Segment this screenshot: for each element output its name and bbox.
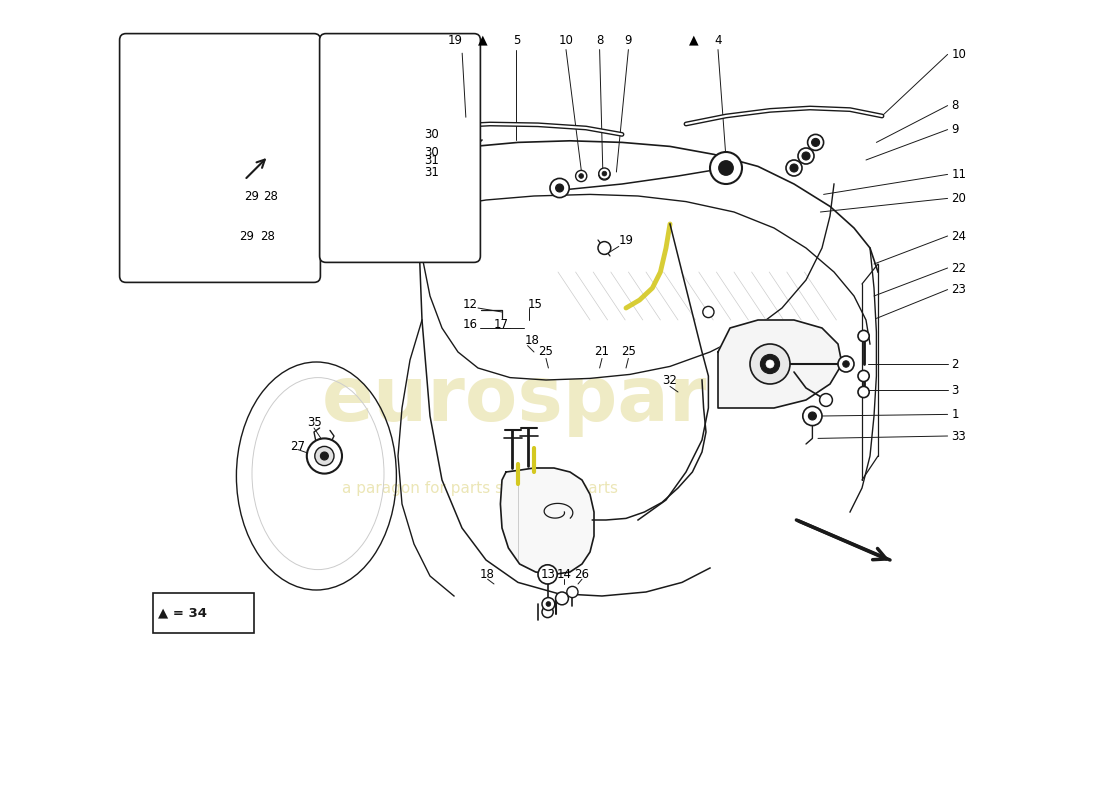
Text: 13: 13 [541,568,556,581]
Text: 26: 26 [574,568,590,581]
Text: 8: 8 [952,99,959,112]
Circle shape [710,152,742,184]
Text: 33: 33 [952,430,967,442]
Text: 32: 32 [662,374,678,386]
Circle shape [790,164,798,172]
Circle shape [556,592,569,605]
Circle shape [786,160,802,176]
Text: 18: 18 [525,334,539,346]
Circle shape [315,446,334,466]
Text: 10: 10 [952,48,967,61]
Circle shape [807,134,824,150]
Circle shape [566,586,578,598]
Circle shape [858,370,869,382]
Text: 2: 2 [952,358,959,370]
Circle shape [808,412,816,420]
Text: 15: 15 [528,298,542,310]
Circle shape [550,178,569,198]
Text: 29: 29 [240,230,254,242]
Text: 8: 8 [596,34,603,46]
Circle shape [798,148,814,164]
Text: 12: 12 [463,298,478,310]
Text: 21: 21 [594,346,609,358]
Circle shape [598,242,611,254]
Text: ▲ = 34: ▲ = 34 [158,606,207,619]
Text: 28: 28 [261,230,275,242]
Circle shape [802,152,810,160]
Circle shape [307,438,342,474]
Text: eurospar: eurospar [322,363,707,437]
Text: 27: 27 [290,440,305,453]
FancyBboxPatch shape [120,34,320,282]
Circle shape [598,168,611,179]
Text: 25: 25 [539,346,553,358]
Text: 5: 5 [513,34,520,46]
Text: 23: 23 [952,283,967,296]
Circle shape [820,394,833,406]
Text: 18: 18 [481,568,495,581]
Circle shape [320,452,329,460]
Text: 17: 17 [494,318,509,330]
Text: 3: 3 [952,384,959,397]
Circle shape [718,161,734,175]
Text: ▲: ▲ [478,34,487,46]
Text: 10: 10 [559,34,573,46]
Circle shape [199,187,209,197]
Text: 9: 9 [625,34,632,46]
Text: 16: 16 [463,318,478,330]
Text: ▲: ▲ [690,34,698,46]
Text: 31: 31 [425,154,439,166]
Circle shape [190,214,198,222]
Circle shape [843,361,849,367]
Text: 22: 22 [952,262,967,274]
Text: 30: 30 [425,146,439,158]
Polygon shape [718,320,842,408]
Text: 20: 20 [952,192,967,205]
Circle shape [556,184,563,192]
Circle shape [703,306,714,318]
Text: 24: 24 [952,230,967,242]
Circle shape [858,330,869,342]
Circle shape [750,344,790,384]
Circle shape [542,598,554,610]
Text: 25: 25 [621,346,636,358]
Circle shape [542,606,553,618]
Text: 9: 9 [952,123,959,136]
Text: 29: 29 [244,190,260,202]
Circle shape [602,171,607,176]
FancyBboxPatch shape [153,593,254,633]
Text: 35: 35 [307,416,321,429]
Text: 4: 4 [714,34,722,46]
Text: 19: 19 [619,234,634,246]
Circle shape [598,169,611,180]
Circle shape [716,158,736,178]
FancyBboxPatch shape [320,34,481,262]
Circle shape [575,170,586,182]
Circle shape [803,406,822,426]
Text: 11: 11 [952,168,967,181]
Text: 28: 28 [264,190,278,202]
Circle shape [381,58,416,94]
Circle shape [838,356,854,372]
Circle shape [579,174,584,178]
Polygon shape [500,468,594,574]
Circle shape [538,565,558,584]
Circle shape [858,386,869,398]
Text: 14: 14 [557,568,572,581]
Text: 1: 1 [952,408,959,421]
Circle shape [546,602,551,606]
Circle shape [812,138,820,146]
Text: 31: 31 [425,166,439,178]
Text: 19: 19 [448,34,463,46]
Text: 30: 30 [425,128,439,141]
Circle shape [722,163,730,173]
Circle shape [766,360,774,368]
Text: a paragon for parts sites/eurosparts: a paragon for parts sites/eurosparts [342,481,617,495]
Circle shape [760,354,780,374]
